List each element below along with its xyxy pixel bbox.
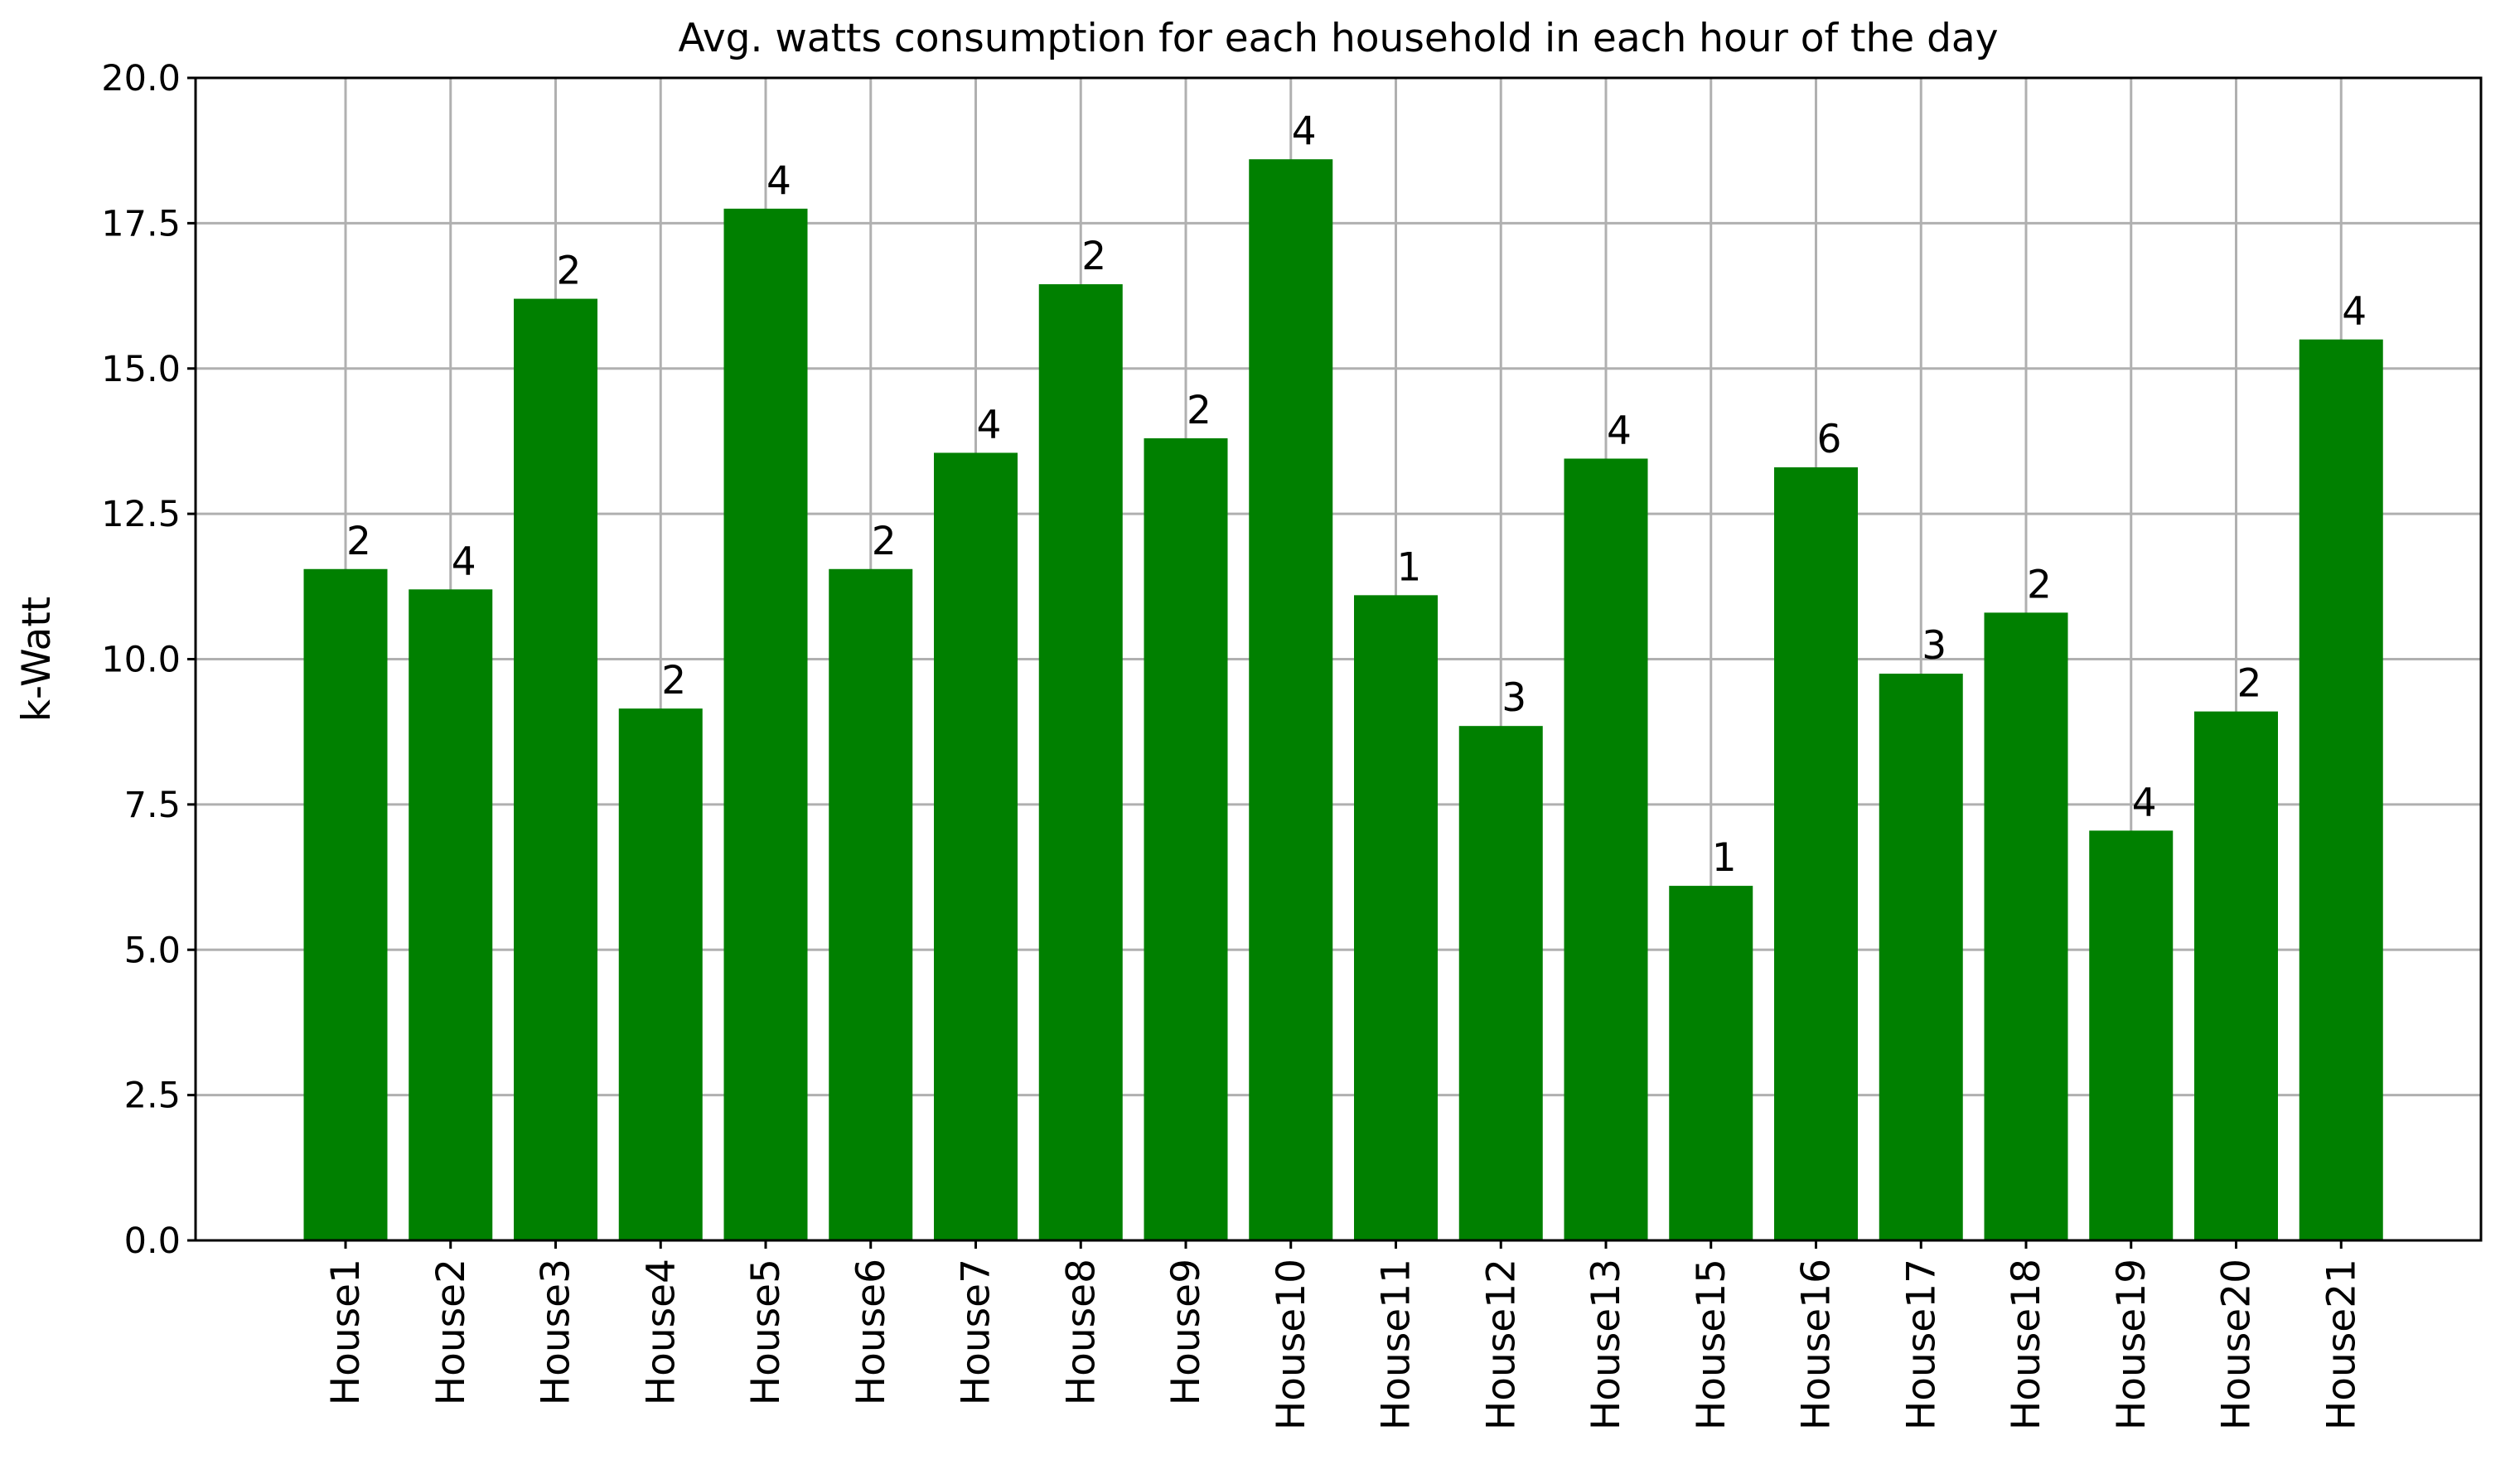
y-tick-labels-layer: 0.0 2.5 5.0 7.5 10.0 12.5 15.0 17.5 20.0 [101, 58, 181, 1262]
x-tick-label: House11 [1374, 1259, 1419, 1430]
x-tick-label: House3 [534, 1259, 579, 1405]
x-tick-label: House6 [849, 1259, 894, 1405]
bar-house13 [1564, 458, 1648, 1240]
y-tick-label: 17.5 [101, 203, 181, 244]
bar-house2 [409, 589, 493, 1240]
bar-house15 [1669, 886, 1753, 1240]
bar-value-label: 3 [1502, 675, 1526, 721]
axes-layer [187, 76, 2483, 1249]
x-tick-label: House8 [1058, 1259, 1104, 1405]
bar-house5 [723, 208, 808, 1240]
y-tick-label: 5.0 [124, 930, 181, 971]
x-tick-label: House12 [1478, 1259, 1524, 1430]
y-axis-title: k-Watt [14, 597, 60, 722]
y-tick-label: 15.0 [101, 349, 181, 390]
y-tick-label: 12.5 [101, 494, 181, 535]
x-tick-label: House15 [1689, 1259, 1734, 1430]
x-tick-label: House1 [323, 1259, 369, 1405]
bar-value-label: 2 [557, 249, 582, 294]
x-tick-label: House19 [2109, 1259, 2154, 1430]
y-tick-label: 20.0 [101, 58, 181, 99]
bar-house7 [934, 452, 1018, 1240]
bar-house1 [303, 568, 388, 1240]
y-tick-label: 2.5 [124, 1076, 181, 1117]
bar-house6 [829, 568, 913, 1240]
bar-value-label: 2 [872, 519, 897, 564]
bar-value-label: 2 [2027, 562, 2052, 607]
x-tick-labels-layer: House1 House2 House3 House4 House5 House6 Hous… [323, 1259, 2364, 1430]
bars-layer [303, 159, 2383, 1241]
bar-house20 [2194, 711, 2278, 1240]
bar-value-label: 4 [1607, 408, 1632, 453]
bar-value-label: 4 [766, 158, 791, 204]
x-tick-label: House13 [1584, 1259, 1629, 1430]
bar-value-label: 2 [2237, 661, 2262, 707]
bar-house8 [1038, 284, 1123, 1241]
bar-value-label: 2 [661, 658, 686, 703]
bar-house18 [1984, 612, 2068, 1240]
bar-value-label: 2 [1187, 388, 1211, 433]
bar-house11 [1354, 595, 1438, 1240]
bar-value-label: 3 [1922, 623, 1946, 669]
bar-house19 [2089, 830, 2174, 1240]
x-tick-label: House18 [2004, 1259, 2049, 1430]
x-tick-label: House17 [1898, 1259, 1944, 1430]
x-tick-label: House21 [2319, 1259, 2364, 1430]
x-tick-label: House7 [954, 1259, 999, 1405]
x-tick-label: House10 [1269, 1259, 1314, 1430]
bar-value-label: 4 [1292, 109, 1317, 154]
bar-value-label: 6 [1817, 417, 1842, 462]
x-tick-label: House2 [428, 1259, 474, 1405]
y-tick-label: 0.0 [124, 1221, 181, 1262]
bar-value-label: 4 [2342, 289, 2367, 335]
plot-frame [194, 76, 2483, 1242]
x-tick-label: House16 [1794, 1259, 1840, 1430]
bar-house4 [618, 708, 703, 1240]
bar-house21 [2299, 339, 2383, 1240]
bar-value-label: 1 [1397, 544, 1422, 590]
chart-title: Avg. watts consumption for each househol… [678, 16, 1998, 61]
bar-value-label: 4 [452, 539, 476, 584]
bar-labels-layer: 2 4 2 2 4 2 4 2 2 4 1 3 4 1 6 3 2 4 2 4 [346, 109, 2367, 881]
bar-value-label: 4 [2132, 780, 2157, 825]
x-tick-label: House9 [1163, 1259, 1209, 1405]
y-tick-label: 10.0 [101, 640, 181, 681]
x-tick-label: House5 [743, 1259, 789, 1405]
x-tick-label: House4 [638, 1259, 684, 1405]
bar-house9 [1144, 437, 1228, 1240]
bar-value-label: 2 [346, 519, 371, 564]
bar-house16 [1774, 467, 1858, 1240]
bar-house3 [514, 298, 597, 1240]
x-tick-label: House20 [2214, 1259, 2260, 1430]
bar-house10 [1249, 159, 1333, 1241]
bar-value-label: 1 [1712, 835, 1737, 881]
bar-house17 [1879, 674, 1963, 1240]
bar-value-label: 2 [1081, 234, 1106, 279]
bar-house12 [1458, 726, 1543, 1240]
bar-value-label: 4 [977, 402, 1002, 447]
y-tick-label: 7.5 [124, 785, 181, 826]
